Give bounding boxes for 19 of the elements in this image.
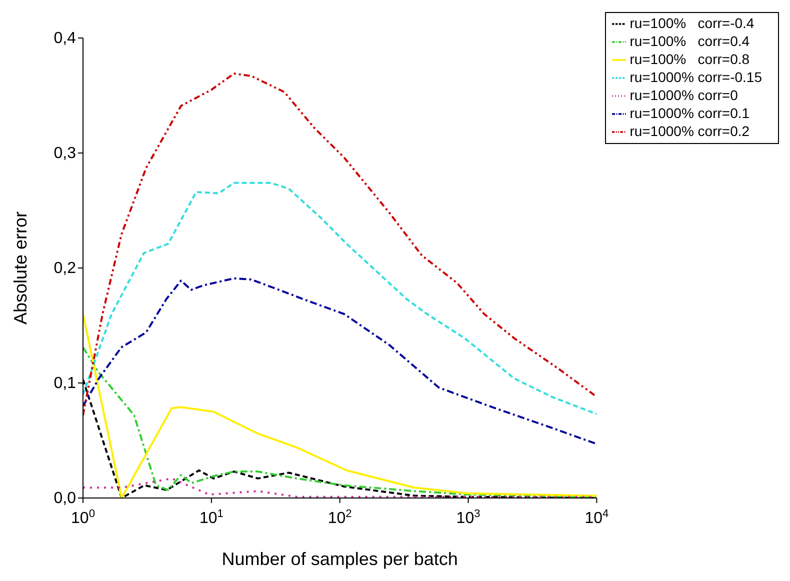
x-tick-label: 10$^{4}$: [584, 508, 609, 527]
x-tick-label: 10$^{0}$: [71, 508, 95, 527]
x-tick-label: 10$^{3}$: [456, 508, 480, 527]
y-tick-label: 0,1: [54, 375, 76, 392]
legend-label: ru=1000% corr=0: [630, 87, 738, 103]
x-axis-title: Number of samples per batch: [222, 549, 458, 569]
legend-label: ru=1000% corr=-0.15: [630, 69, 762, 85]
x-tick-label: 10$^{2}$: [328, 508, 352, 527]
y-tick-label: 0,0: [54, 490, 76, 507]
y-tick-label: 0,4: [54, 30, 76, 47]
y-axis-title: Absolute error: [10, 211, 30, 325]
legend-label: ru=1000% corr=0.1: [630, 105, 750, 121]
legend-label: ru=100% corr=0.4: [630, 33, 750, 49]
y-tick-label: 0,3: [54, 145, 76, 162]
y-tick-label: 0,2: [54, 260, 76, 277]
legend-label: ru=1000% corr=0.2: [630, 123, 750, 139]
legend-label: ru=100% corr=-0.4: [630, 15, 754, 31]
x-tick-label: 10$^{1}$: [199, 508, 224, 527]
legend-label: ru=100% corr=0.8: [630, 51, 750, 67]
